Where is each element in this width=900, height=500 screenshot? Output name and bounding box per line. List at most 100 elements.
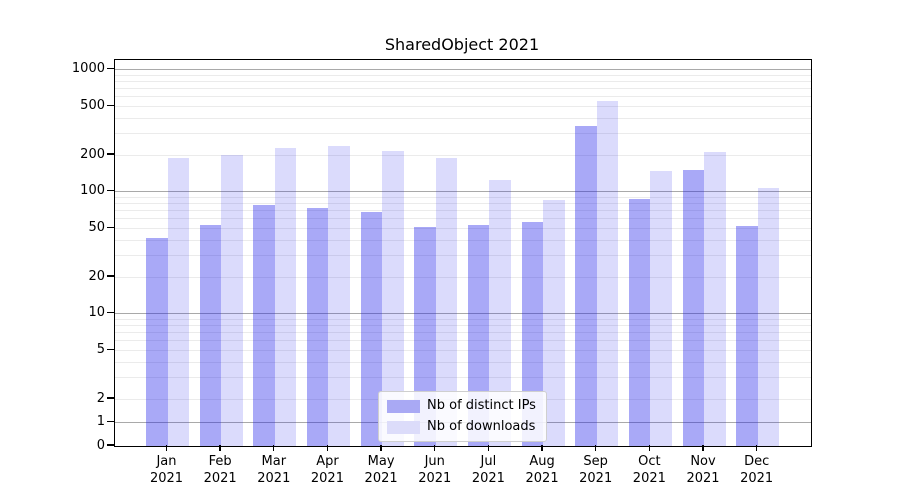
gridline-major <box>115 69 811 71</box>
gridline-minor <box>115 81 811 83</box>
gridline-minor <box>115 203 811 205</box>
bar-downloads-sep <box>596 101 619 446</box>
y-axis-tick <box>107 348 114 351</box>
y-axis-tick-label: 500 <box>80 97 105 113</box>
bar-downloads-aug <box>543 200 565 446</box>
bar-downloads-jan <box>167 157 189 446</box>
y-axis-tick-label: 1000 <box>71 61 105 77</box>
x-axis-tick <box>648 445 651 451</box>
y-axis-tick <box>107 68 114 70</box>
bar-downloads-dec <box>757 188 780 446</box>
x-axis-tick-label: Feb 2021 <box>203 454 237 486</box>
x-axis-tick <box>273 445 275 451</box>
gridline-minor <box>115 218 811 220</box>
bar-ips-may <box>360 212 383 446</box>
x-axis-tick-label: Aug 2021 <box>525 454 559 486</box>
bar-downloads-feb <box>221 155 243 446</box>
y-axis-tick <box>107 226 114 229</box>
x-axis-tick-label: Mar 2021 <box>257 454 291 486</box>
bar-downloads-jun <box>435 157 458 446</box>
y-axis-tick <box>107 153 114 155</box>
legend-swatch-distinct-ips <box>387 399 420 413</box>
bar-ips-mar <box>253 204 275 446</box>
x-axis-tick-label: Jul 2021 <box>471 454 505 486</box>
y-axis-tick <box>107 312 114 314</box>
gridline-minor <box>115 74 811 76</box>
x-axis-tick-label: Apr 2021 <box>310 454 344 486</box>
gridline-minor <box>115 377 811 379</box>
x-axis-tick <box>595 445 597 451</box>
plot-area: Nb of distinct IPs Nb of downloads <box>114 59 812 447</box>
x-axis-tick-label: Oct 2021 <box>632 454 666 486</box>
gridline-minor <box>115 96 811 98</box>
gridline-minor <box>115 255 811 257</box>
x-axis-tick-label: Nov 2021 <box>686 454 720 486</box>
y-axis-tick <box>107 397 114 399</box>
legend-item-downloads: Nb of downloads <box>387 419 536 435</box>
x-axis-tick-label: May 2021 <box>364 454 398 486</box>
y-axis-tick <box>107 104 114 107</box>
y-axis-tick-label: 1 <box>96 414 105 429</box>
x-axis-tick-label: Jan 2021 <box>149 454 184 486</box>
y-axis-tick-label: 100 <box>80 183 105 199</box>
bar-ips-sep <box>575 126 597 446</box>
x-axis-tick <box>755 445 758 451</box>
gridline-minor <box>115 340 811 342</box>
bar-ips-oct <box>628 198 651 446</box>
gridline-minor <box>115 210 811 212</box>
x-axis-tick <box>165 445 168 451</box>
bar-ips-nov <box>682 170 704 446</box>
bar-downloads-apr <box>328 146 350 446</box>
gridline-minor <box>115 105 811 107</box>
gridline-minor <box>115 325 811 327</box>
bar-downloads-mar <box>274 147 297 446</box>
legend-swatch-downloads <box>387 420 420 434</box>
bar-downloads-may <box>382 151 404 446</box>
bar-ips-dec <box>736 226 758 446</box>
y-axis-tick <box>107 190 114 192</box>
gridline-minor <box>115 88 811 90</box>
gridline-minor <box>115 349 811 351</box>
bar-ips-apr <box>306 208 329 446</box>
gridline-minor <box>115 117 811 119</box>
bar-downloads-jul <box>489 179 511 446</box>
x-axis-tick-label: Dec 2021 <box>740 454 774 486</box>
bar-downloads-oct <box>650 171 672 446</box>
gridline-minor <box>115 227 811 229</box>
y-axis-tick-label: 5 <box>96 341 105 357</box>
x-axis-tick-label: Sep 2021 <box>579 454 613 486</box>
x-axis-tick <box>702 445 704 451</box>
bar-ips-feb <box>199 225 222 446</box>
bar-ips-jul <box>467 225 490 446</box>
chart-title: SharedObject 2021 <box>384 35 540 54</box>
y-axis-tick-label: 200 <box>80 146 105 162</box>
x-axis-tick <box>434 445 436 451</box>
x-axis-tick <box>541 445 543 451</box>
legend-item-distinct-ips: Nb of distinct IPs <box>387 398 536 414</box>
y-axis-tick-label: 20 <box>88 268 105 284</box>
gridline-minor <box>115 318 811 320</box>
gridline-minor <box>115 276 811 278</box>
y-axis-tick <box>107 444 114 446</box>
x-axis-tick <box>380 445 382 451</box>
x-axis-tick-label: Jun 2021 <box>418 454 452 486</box>
y-axis-tick <box>107 275 114 277</box>
legend-label-distinct-ips: Nb of distinct IPs <box>427 398 536 413</box>
gridline-minor <box>115 154 811 156</box>
x-axis-tick <box>326 445 329 451</box>
y-axis-tick-label: 0 <box>96 437 105 453</box>
x-axis-tick <box>487 445 490 451</box>
gridline-minor <box>115 133 811 135</box>
bar-downloads-nov <box>704 151 726 446</box>
gridline-major <box>115 191 811 193</box>
gridline-minor <box>115 361 811 363</box>
gridline-minor <box>115 239 811 241</box>
y-axis-tick-label: 2 <box>96 390 105 406</box>
legend-label-downloads: Nb of downloads <box>427 419 536 434</box>
gridline-minor <box>115 196 811 198</box>
y-axis-tick-label: 10 <box>88 305 105 321</box>
gridline-major <box>115 313 811 315</box>
y-axis-tick <box>107 420 114 423</box>
bar-ips-aug <box>521 222 544 446</box>
